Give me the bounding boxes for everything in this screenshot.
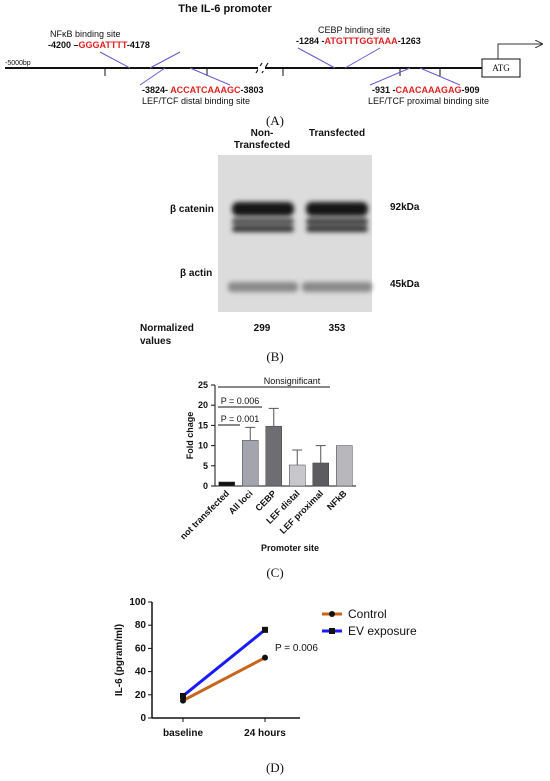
column-header: Transfected	[234, 140, 290, 151]
normalized-value: 353	[329, 323, 346, 334]
atg-label: ATG	[492, 63, 510, 73]
error-bar	[292, 449, 303, 465]
break	[258, 66, 265, 71]
legend-marker	[329, 611, 335, 617]
seq-start: -3824-	[142, 85, 170, 95]
panel-label: (B)	[266, 349, 283, 364]
error-bar	[268, 407, 279, 427]
y-tick-label: 20	[198, 400, 208, 410]
series-line	[182, 656, 266, 702]
y-tick-label: 20	[135, 690, 147, 701]
y-tick-label: 40	[135, 667, 147, 678]
site-name: LEF/TCF proximal binding site	[368, 96, 489, 106]
size-label: 92kDa	[390, 202, 420, 213]
seq-end: -1263	[398, 36, 421, 46]
seq-start: -1284 -	[296, 36, 325, 46]
annotation: P = 0.006	[275, 643, 318, 654]
start-label: -5000bp	[5, 60, 31, 67]
site-name: CEBP binding site	[318, 25, 390, 35]
y-tick-label: 0	[203, 481, 208, 491]
bar	[289, 464, 306, 487]
site-name: LEF/TCF distal binding site	[142, 96, 250, 106]
y-axis-label: IL-6 (pgram/ml)	[114, 624, 125, 696]
y-axis-label: Fold chage	[185, 412, 195, 460]
seq: CAACAAAGAG	[396, 85, 462, 95]
bar	[336, 445, 353, 487]
normalized-value: 299	[254, 323, 271, 334]
bar	[265, 425, 282, 487]
column-header: Transfected	[309, 128, 365, 139]
error-bar	[315, 445, 326, 463]
bands	[228, 202, 372, 292]
legend-label: Control	[348, 607, 387, 621]
legend-marker	[329, 628, 335, 634]
panel-label: (D)	[266, 760, 284, 775]
x-tick-label: not transfected	[178, 488, 231, 541]
x-tick-label: baseline	[163, 728, 203, 739]
promoter-title: The IL-6 promoter	[178, 3, 272, 15]
series-line	[182, 628, 266, 698]
column-header: Non-	[251, 128, 274, 139]
x-tick-label: 24 hours	[244, 728, 286, 739]
bar	[312, 462, 329, 487]
seq-start: -931 -	[372, 85, 396, 95]
marker	[180, 692, 186, 699]
panel-label: (A)	[266, 113, 284, 128]
x-tick-label: NFkB	[325, 488, 349, 512]
x-tick-label: All loci	[227, 488, 255, 516]
x-axis-label: Promoter site	[261, 543, 319, 553]
site-name: NFκB binding site	[50, 29, 121, 39]
seq-end: -4178	[127, 40, 150, 50]
size-label: 45kDa	[390, 279, 420, 290]
bar	[218, 481, 235, 487]
y-tick-label: 15	[198, 420, 208, 430]
marker	[262, 654, 268, 661]
annotation: Nonsignificant	[264, 376, 321, 386]
site-lines	[99, 47, 461, 86]
y-tick-label: 5	[203, 461, 208, 471]
marker	[262, 626, 268, 633]
marker	[180, 697, 186, 704]
seq: GGGATTTT	[79, 40, 128, 50]
seq-start: -4200 –	[48, 40, 79, 50]
site-seq: -4200 –GGGATTTT-4178	[48, 40, 150, 50]
site-seq: -3824- ACCATCAAAGC-3803	[142, 85, 264, 95]
y-tick-label: 80	[135, 620, 147, 631]
y-tick-label: 0	[140, 713, 146, 724]
y-tick-label: 100	[129, 597, 146, 608]
seq-end: -909	[462, 85, 480, 95]
site-seq: -931 -CAACAAAGAG-909	[372, 85, 480, 95]
annotation: P = 0.001	[221, 414, 260, 424]
protein-label: β catenin	[170, 204, 214, 215]
annotation: P = 0.006	[221, 396, 260, 406]
tss-arrow	[497, 44, 542, 59]
seq-end: -3803	[241, 85, 264, 95]
y-tick-label: 60	[135, 643, 147, 654]
y-tick-label: 10	[198, 441, 208, 451]
y-tick-label: 25	[198, 380, 208, 390]
bar	[242, 440, 259, 487]
seq: ACCATCAAAGC	[170, 85, 241, 95]
atg-box	[481, 58, 521, 78]
seq: ATGTTTGGTAAA	[325, 36, 399, 46]
site-seq: -1284 -ATGTTTGGTAAA-1263	[296, 36, 421, 46]
protein-label: β actin	[180, 268, 212, 279]
error-bar	[245, 426, 256, 441]
legend-label: EV exposure	[348, 624, 417, 638]
normalized-label: Normalized	[140, 323, 194, 334]
panel-label: (C)	[266, 565, 283, 580]
normalized-label: values	[140, 336, 172, 347]
